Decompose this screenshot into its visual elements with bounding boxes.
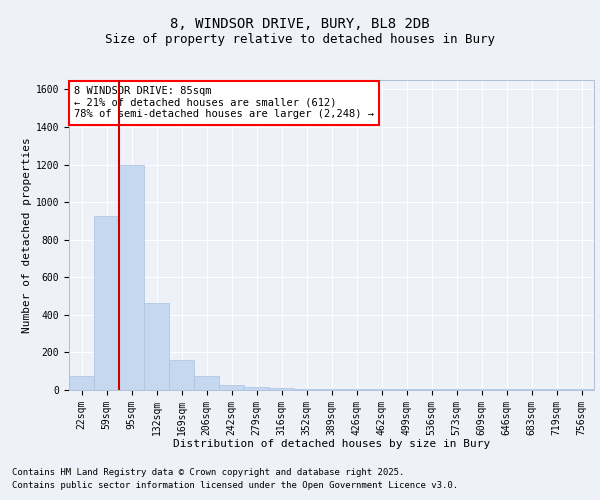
Bar xyxy=(94,216,119,390)
Bar xyxy=(294,389,319,390)
Text: Size of property relative to detached houses in Bury: Size of property relative to detached ho… xyxy=(105,32,495,46)
Text: Contains HM Land Registry data © Crown copyright and database right 2025.: Contains HM Land Registry data © Crown c… xyxy=(12,468,404,477)
Bar xyxy=(569,389,594,390)
Bar xyxy=(344,389,369,390)
Bar xyxy=(194,376,219,390)
Bar xyxy=(319,389,344,390)
Bar xyxy=(519,389,544,390)
Bar xyxy=(219,386,244,390)
Text: 8 WINDSOR DRIVE: 85sqm
← 21% of detached houses are smaller (612)
78% of semi-de: 8 WINDSOR DRIVE: 85sqm ← 21% of detached… xyxy=(74,86,374,120)
Y-axis label: Number of detached properties: Number of detached properties xyxy=(22,137,32,333)
Text: Contains public sector information licensed under the Open Government Licence v3: Contains public sector information licen… xyxy=(12,480,458,490)
Bar xyxy=(69,376,94,390)
Bar xyxy=(469,389,494,390)
Bar xyxy=(144,302,169,390)
Bar xyxy=(494,389,519,390)
Text: 8, WINDSOR DRIVE, BURY, BL8 2DB: 8, WINDSOR DRIVE, BURY, BL8 2DB xyxy=(170,18,430,32)
Bar xyxy=(394,389,419,390)
Bar xyxy=(444,389,469,390)
Bar xyxy=(169,360,194,390)
Bar xyxy=(244,387,269,390)
Bar xyxy=(119,166,144,390)
Bar xyxy=(269,388,294,390)
X-axis label: Distribution of detached houses by size in Bury: Distribution of detached houses by size … xyxy=(173,439,490,449)
Bar xyxy=(544,389,569,390)
Bar xyxy=(369,389,394,390)
Bar xyxy=(419,389,444,390)
